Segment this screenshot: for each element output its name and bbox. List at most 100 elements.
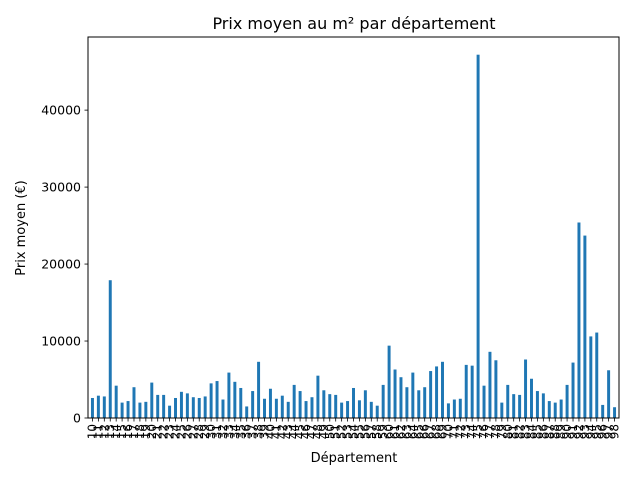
bar-12 xyxy=(102,396,106,418)
y-axis-ticks: 0 10000 20000 30000 40000 xyxy=(41,103,88,426)
bar-42 xyxy=(280,395,284,418)
bar-57 xyxy=(369,401,373,418)
x-tick-label: 11 xyxy=(91,424,105,439)
plot-frame xyxy=(87,36,620,419)
x-tick-label: 78 xyxy=(489,424,503,439)
y-tick-label: 30000 xyxy=(41,180,81,195)
bar-17 xyxy=(132,387,136,418)
x-tick-label: 77 xyxy=(483,424,497,439)
x-tick-label: 93 xyxy=(578,424,592,439)
bar-79 xyxy=(500,402,504,418)
x-tick-label: 63 xyxy=(400,424,414,439)
bar-16 xyxy=(126,401,130,418)
bar-13 xyxy=(108,280,112,418)
y-tick-label: 20000 xyxy=(41,257,81,272)
x-tick-label: 46 xyxy=(299,424,313,439)
x-tick-label: 65 xyxy=(412,424,426,439)
x-tick-label: 87 xyxy=(542,424,556,439)
bar-38 xyxy=(257,361,261,418)
y-tick-label: 0 xyxy=(73,411,81,426)
bar-88 xyxy=(553,402,557,418)
x-tick-label: 92 xyxy=(572,424,586,439)
x-tick-label: 27 xyxy=(186,424,200,439)
bar-67 xyxy=(429,371,433,418)
bar-30 xyxy=(209,383,213,418)
x-tick-label: 23 xyxy=(163,424,177,439)
bar-43 xyxy=(286,401,290,418)
x-tick-label: 85 xyxy=(530,424,544,439)
bar-72 xyxy=(458,398,462,418)
bar-64 xyxy=(411,372,415,418)
x-tick-label: 48 xyxy=(311,424,325,439)
bar-47 xyxy=(310,397,314,418)
bar-21 xyxy=(156,394,160,418)
x-tick-label: 53 xyxy=(341,424,355,439)
x-tick-label: 30 xyxy=(204,424,218,439)
x-tick-label: 13 xyxy=(103,424,117,439)
bar-78 xyxy=(494,360,498,418)
x-tick-label: 49 xyxy=(317,424,331,439)
x-tick-label: 14 xyxy=(109,424,123,439)
x-tick-label: 34 xyxy=(228,424,242,439)
bar-60 xyxy=(387,345,391,418)
bar-18 xyxy=(138,402,142,418)
bar-31 xyxy=(215,381,219,418)
bar-74 xyxy=(470,365,474,418)
bar-55 xyxy=(357,400,361,418)
bar-15 xyxy=(120,402,124,418)
x-tick-label: 39 xyxy=(258,424,272,439)
x-tick-label: 50 xyxy=(323,424,337,439)
x-tick-label: 80 xyxy=(501,424,515,439)
bar-91 xyxy=(571,362,575,418)
x-tick-label: 98 xyxy=(608,424,622,439)
x-tick-label: 95 xyxy=(590,424,604,439)
bar-22 xyxy=(162,394,166,418)
bar-26 xyxy=(185,393,189,418)
x-tick-label: 69 xyxy=(435,424,449,439)
x-tick-label: 94 xyxy=(584,424,598,439)
x-tick-label: 54 xyxy=(347,424,361,439)
bar-40 xyxy=(268,388,272,418)
x-tick-label: 61 xyxy=(388,424,402,439)
bar-53 xyxy=(346,401,350,418)
x-tick-label: 12 xyxy=(97,424,111,439)
bar-23 xyxy=(168,405,172,418)
x-tick-label: 25 xyxy=(174,424,188,439)
bar-24 xyxy=(174,397,177,418)
bar-73 xyxy=(464,364,468,418)
bar-66 xyxy=(423,387,427,418)
bar-10 xyxy=(90,397,94,418)
x-tick-label: 41 xyxy=(269,424,283,439)
bar-70 xyxy=(446,403,450,418)
x-tick-label: 84 xyxy=(524,424,538,439)
x-tick-label: 64 xyxy=(406,424,420,439)
bar-81 xyxy=(512,394,516,418)
x-tick-label: 88 xyxy=(548,424,562,439)
x-tick-label: 45 xyxy=(293,424,307,439)
bar-84 xyxy=(530,378,533,418)
x-axis-label: Département xyxy=(311,451,398,466)
x-tick-label: 29 xyxy=(198,424,212,439)
x-tick-label: 79 xyxy=(495,424,509,439)
x-tick-label: 26 xyxy=(180,424,194,439)
bar-61 xyxy=(393,369,397,418)
bar-63 xyxy=(405,387,409,418)
y-axis-label: Prix moyen (€) xyxy=(14,180,29,276)
bar-83 xyxy=(524,359,528,418)
bar-89 xyxy=(559,399,563,418)
bar-85 xyxy=(535,391,539,418)
bar-65 xyxy=(417,390,421,418)
bar-29 xyxy=(203,396,207,418)
x-tick-label: 76 xyxy=(477,424,491,439)
chart-title: Prix moyen au m² par département xyxy=(212,14,495,33)
x-tick-label: 33 xyxy=(222,424,236,439)
bar-87 xyxy=(547,401,551,418)
x-tick-label: 97 xyxy=(602,424,616,439)
bar-75 xyxy=(476,54,480,418)
bar-93 xyxy=(583,235,587,418)
x-tick-label: 35 xyxy=(234,424,248,439)
x-axis-ticks: 1011121314151617181920212223242526272829… xyxy=(85,418,622,439)
x-tick-label: 57 xyxy=(364,424,378,439)
bar-98 xyxy=(613,407,617,418)
x-tick-label: 40 xyxy=(263,424,277,439)
